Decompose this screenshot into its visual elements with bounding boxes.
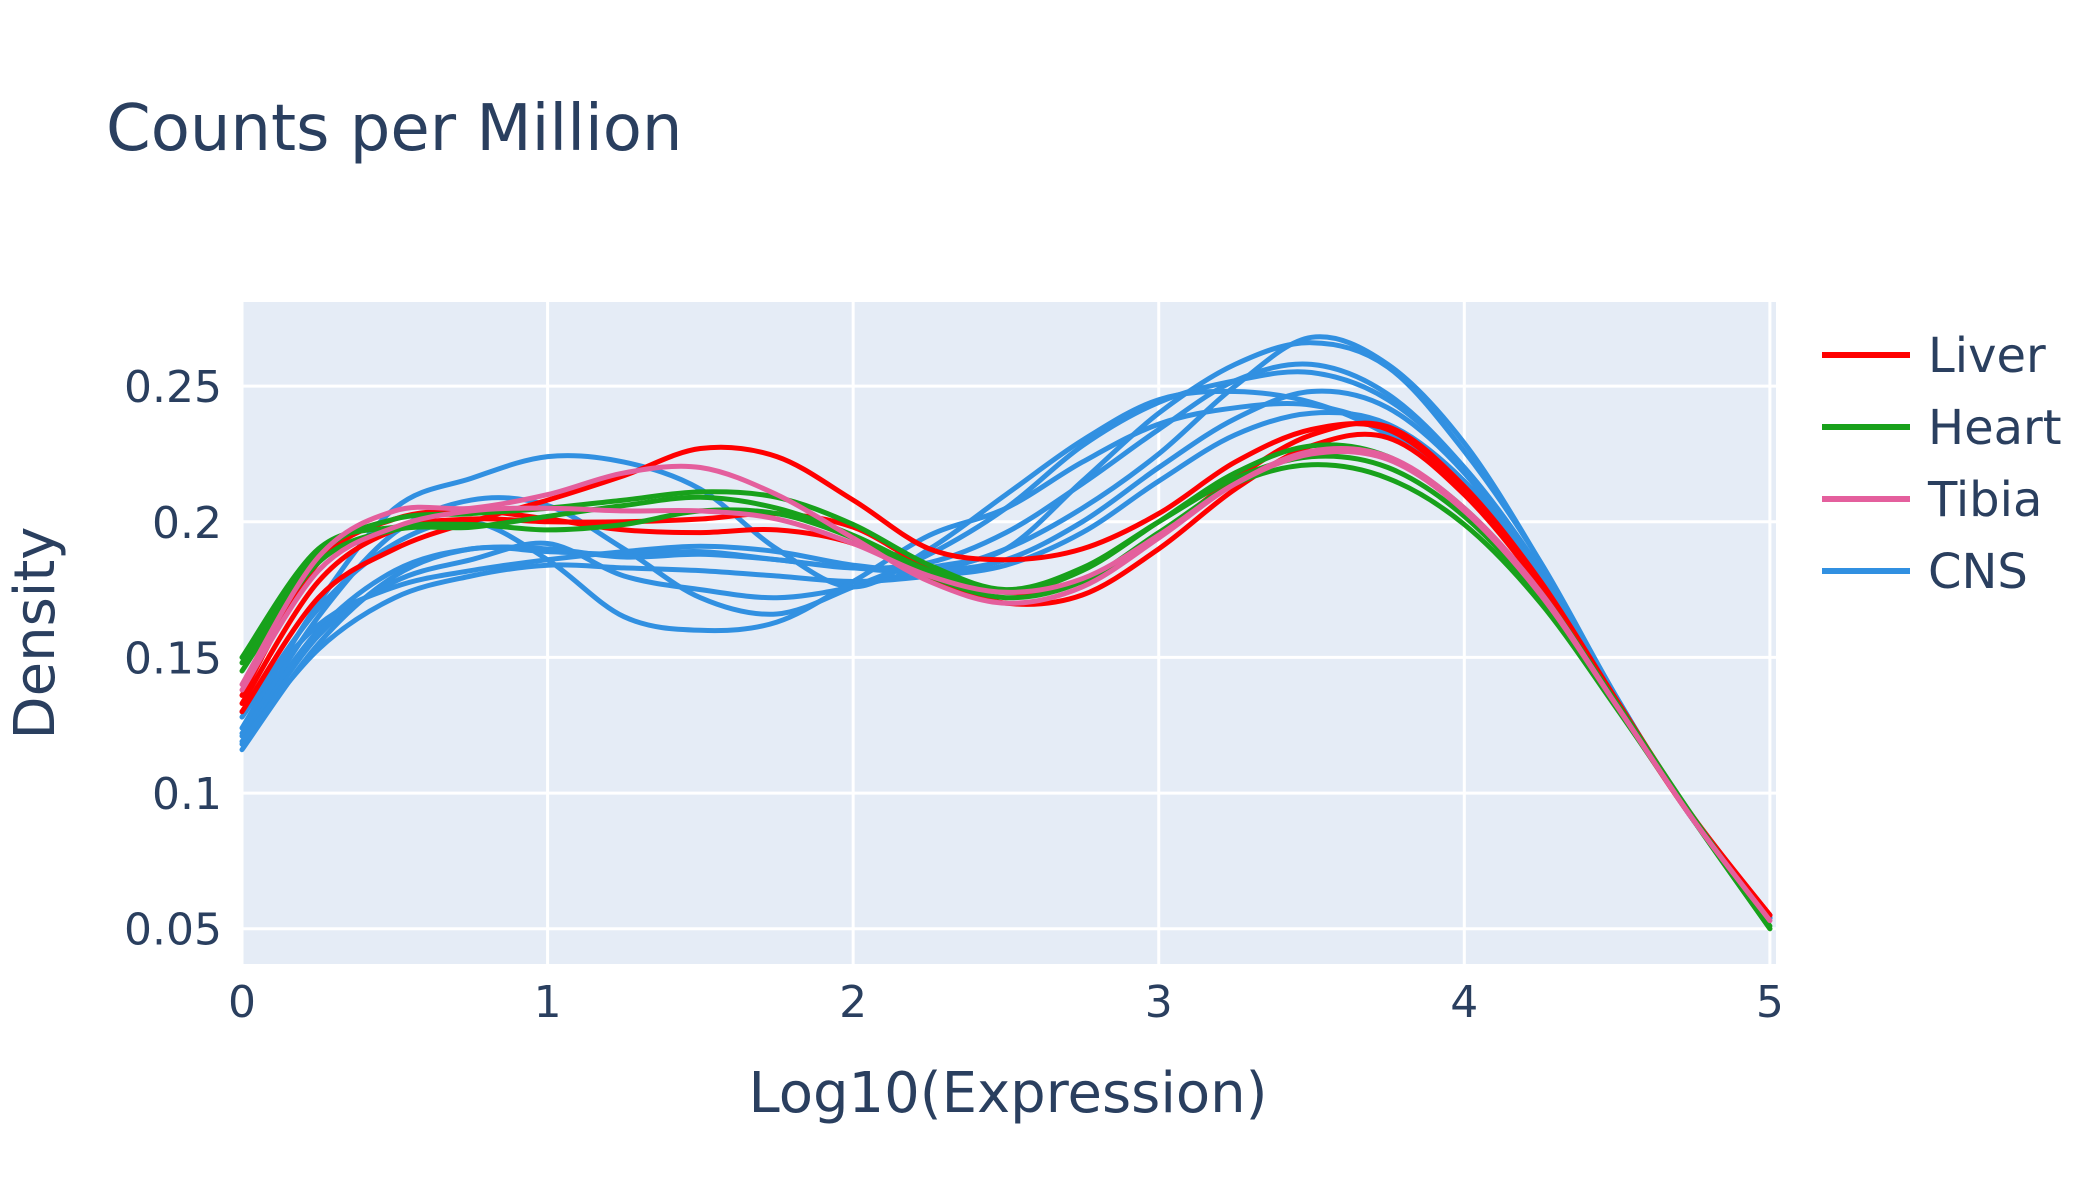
legend-item-cns[interactable]: CNS	[1822, 544, 2028, 600]
legend-item-liver[interactable]: Liver	[1822, 328, 2046, 384]
chart-title: Counts per Million	[106, 92, 682, 166]
x-tick-label: 2	[839, 977, 867, 1028]
y-axis-title: Density	[3, 527, 68, 740]
x-axis-title: Log10(Expression)	[749, 1061, 1268, 1126]
legend-label: Liver	[1928, 328, 2046, 384]
legend[interactable]: Liver Heart Tibia CNS	[1822, 328, 2062, 600]
x-tick-label: 3	[1145, 977, 1173, 1028]
x-tick-label: 5	[1756, 977, 1784, 1028]
plot-area	[239, 302, 1776, 964]
plot-background	[242, 302, 1776, 964]
y-axis: 0.05 0.1 0.15 0.2 0.25	[124, 362, 222, 956]
series-line-heart-13[interactable]	[239, 462, 1773, 932]
legend-item-heart[interactable]: Heart	[1822, 400, 2062, 456]
x-tick-label: 0	[228, 977, 256, 1028]
x-tick-label: 1	[534, 977, 562, 1028]
x-axis: 0 1 2 3 4 5	[228, 977, 1784, 1028]
y-tick-label: 0.15	[124, 633, 222, 684]
gridlines	[240, 302, 1776, 964]
legend-label: CNS	[1928, 544, 2028, 600]
y-tick-label: 0.2	[152, 498, 222, 549]
legend-label: Heart	[1928, 400, 2062, 456]
series-line-cns-1[interactable]	[239, 340, 1773, 918]
legend-item-tibia[interactable]: Tibia	[1822, 472, 2042, 528]
series-lines	[239, 334, 1773, 932]
y-tick-label: 0.05	[124, 905, 222, 956]
legend-label: Tibia	[1927, 472, 2042, 528]
series-line-cns-7[interactable]	[239, 410, 1773, 921]
series-line-tibia-15[interactable]	[239, 448, 1773, 924]
y-tick-label: 0.25	[124, 362, 222, 413]
y-tick-label: 0.1	[152, 769, 222, 820]
series-line-cns-3[interactable]	[239, 369, 1773, 921]
x-tick-label: 4	[1450, 977, 1478, 1028]
